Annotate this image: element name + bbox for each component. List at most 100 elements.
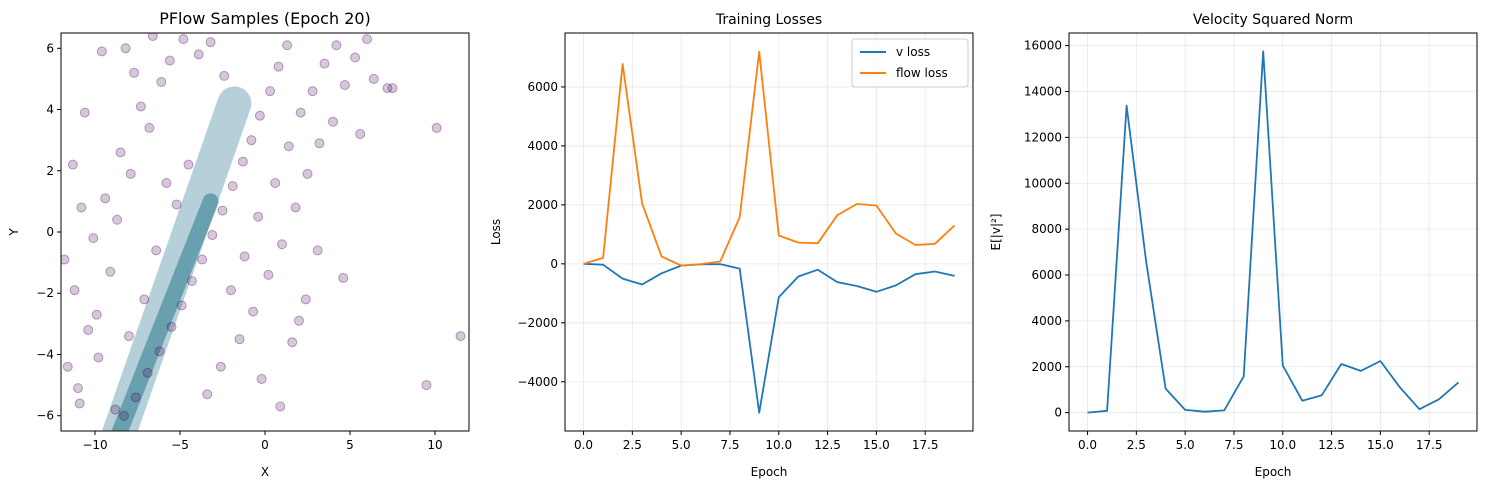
- scatter-point: [197, 254, 208, 265]
- scatter-point: [61, 254, 70, 265]
- series-line-0: [1087, 50, 1460, 414]
- x-tick-label: 5: [346, 438, 354, 452]
- series-line-1: [583, 50, 956, 267]
- velocity-xlabel: Epoch: [1255, 465, 1292, 479]
- scatter-point: [83, 324, 94, 335]
- scatter-point: [331, 40, 342, 51]
- y-tick-label: 2000: [527, 198, 558, 212]
- scatter-point: [88, 233, 99, 244]
- scatter-point: [135, 101, 146, 112]
- x-tick-label: 15.0: [863, 438, 890, 452]
- scatter-point: [142, 367, 153, 378]
- losses-title: Training Losses: [715, 12, 822, 28]
- x-tick-label: 12.5: [1318, 438, 1345, 452]
- velocity-frame: [1068, 32, 1478, 432]
- scatter-point: [183, 159, 194, 170]
- scatter-point: [73, 383, 83, 394]
- scatter-point: [277, 239, 287, 250]
- scatter-point: [219, 70, 230, 81]
- scatter-point: [253, 211, 264, 222]
- scatter-point: [161, 178, 172, 189]
- x-tick-label: 10: [427, 438, 442, 452]
- scatter-point: [120, 43, 131, 54]
- y-tick-label: 0: [46, 225, 54, 239]
- scatter-point: [69, 285, 80, 296]
- scatter-point: [74, 398, 85, 409]
- x-tick-label: 17.5: [1416, 438, 1443, 452]
- x-tick-label: 12.5: [814, 438, 841, 452]
- scatter-point: [355, 129, 366, 140]
- scatter-point: [270, 178, 281, 189]
- x-tick-label: 0: [261, 438, 269, 452]
- scatter-ylabel: Y: [7, 228, 21, 237]
- x-tick-label: 2.5: [623, 438, 642, 452]
- velocity-grid: [1069, 33, 1477, 431]
- scatter-point: [226, 285, 236, 296]
- scatter-point: [256, 373, 267, 384]
- scatter-point: [287, 337, 298, 348]
- scatter-point: [205, 37, 216, 48]
- scatter-point: [227, 181, 238, 192]
- scatter-panel: PFlow Samples (Epoch 20) −10 −5 0 5 10 −6 −4 −2…: [7, 9, 470, 479]
- y-tick-label: 8000: [1031, 222, 1062, 236]
- x-tick-label: 2.5: [1127, 438, 1146, 452]
- scatter-point: [151, 245, 162, 256]
- scatter-point: [193, 49, 204, 60]
- scatter-point: [124, 331, 134, 342]
- scatter-point: [307, 86, 318, 97]
- scatter-point: [263, 269, 274, 280]
- losses-ticks: 0.0 2.5 5.0 7.5 10.0 12.5 15.0 17.5 −4000 −2000 0 2…: [517, 80, 938, 452]
- scatter-point: [105, 266, 116, 277]
- scatter-point: [154, 346, 165, 357]
- x-tick-label: 0.0: [1078, 438, 1097, 452]
- scatter-title: PFlow Samples (Epoch 20): [159, 9, 371, 28]
- losses-legend: v loss flow loss: [851, 38, 969, 88]
- scatter-point: [164, 55, 175, 66]
- legend-label-flow-loss: flow loss: [896, 66, 948, 80]
- x-tick-label: 15.0: [1367, 438, 1394, 452]
- scatter-point: [302, 168, 313, 179]
- velocity-title: Velocity Squared Norm: [1193, 12, 1353, 28]
- losses-xlabel: Epoch: [751, 465, 788, 479]
- scatter-point: [368, 73, 379, 84]
- scatter-point: [362, 34, 372, 45]
- y-tick-label: −2: [36, 286, 54, 300]
- y-tick-label: 2000: [1031, 360, 1062, 374]
- scatter-point: [139, 294, 150, 305]
- y-tick-label: 14000: [1024, 84, 1062, 98]
- scatter-point: [176, 300, 187, 311]
- y-tick-label: −6: [36, 409, 54, 423]
- scatter-point: [67, 159, 78, 170]
- scatter-point: [100, 193, 111, 204]
- x-tick-label: 0.0: [574, 438, 593, 452]
- scatter-point: [328, 116, 338, 127]
- y-tick-label: −2000: [517, 316, 558, 330]
- scatter-point: [118, 410, 129, 421]
- y-tick-label: 12000: [1024, 130, 1062, 144]
- legend-label-v-loss: v loss: [896, 45, 930, 59]
- y-tick-label: 6000: [527, 80, 558, 94]
- scatter-point: [350, 52, 361, 63]
- scatter-point: [314, 138, 325, 149]
- scatter-point: [387, 83, 398, 94]
- scatter-point: [283, 141, 294, 152]
- y-tick-label: 10000: [1024, 176, 1062, 190]
- scatter-point: [207, 230, 218, 241]
- scatter-point: [125, 168, 136, 179]
- scatter-point: [91, 309, 102, 320]
- scatter-point: [166, 321, 177, 332]
- scatter-point: [282, 40, 293, 51]
- y-tick-label: 0: [550, 257, 558, 271]
- scatter-point: [455, 331, 466, 342]
- velocity-lines: [1087, 50, 1460, 414]
- scatter-xlabel: X: [261, 465, 269, 479]
- velocity-ylabel: E[|v|²]: [989, 214, 1003, 251]
- scatter-point: [234, 334, 245, 345]
- scatter-point: [62, 361, 73, 372]
- scatter-density-band: [102, 86, 252, 431]
- scatter-point: [110, 404, 121, 415]
- scatter-point: [178, 34, 189, 45]
- scatter-point: [295, 107, 306, 118]
- x-tick-label: 7.5: [1224, 438, 1243, 452]
